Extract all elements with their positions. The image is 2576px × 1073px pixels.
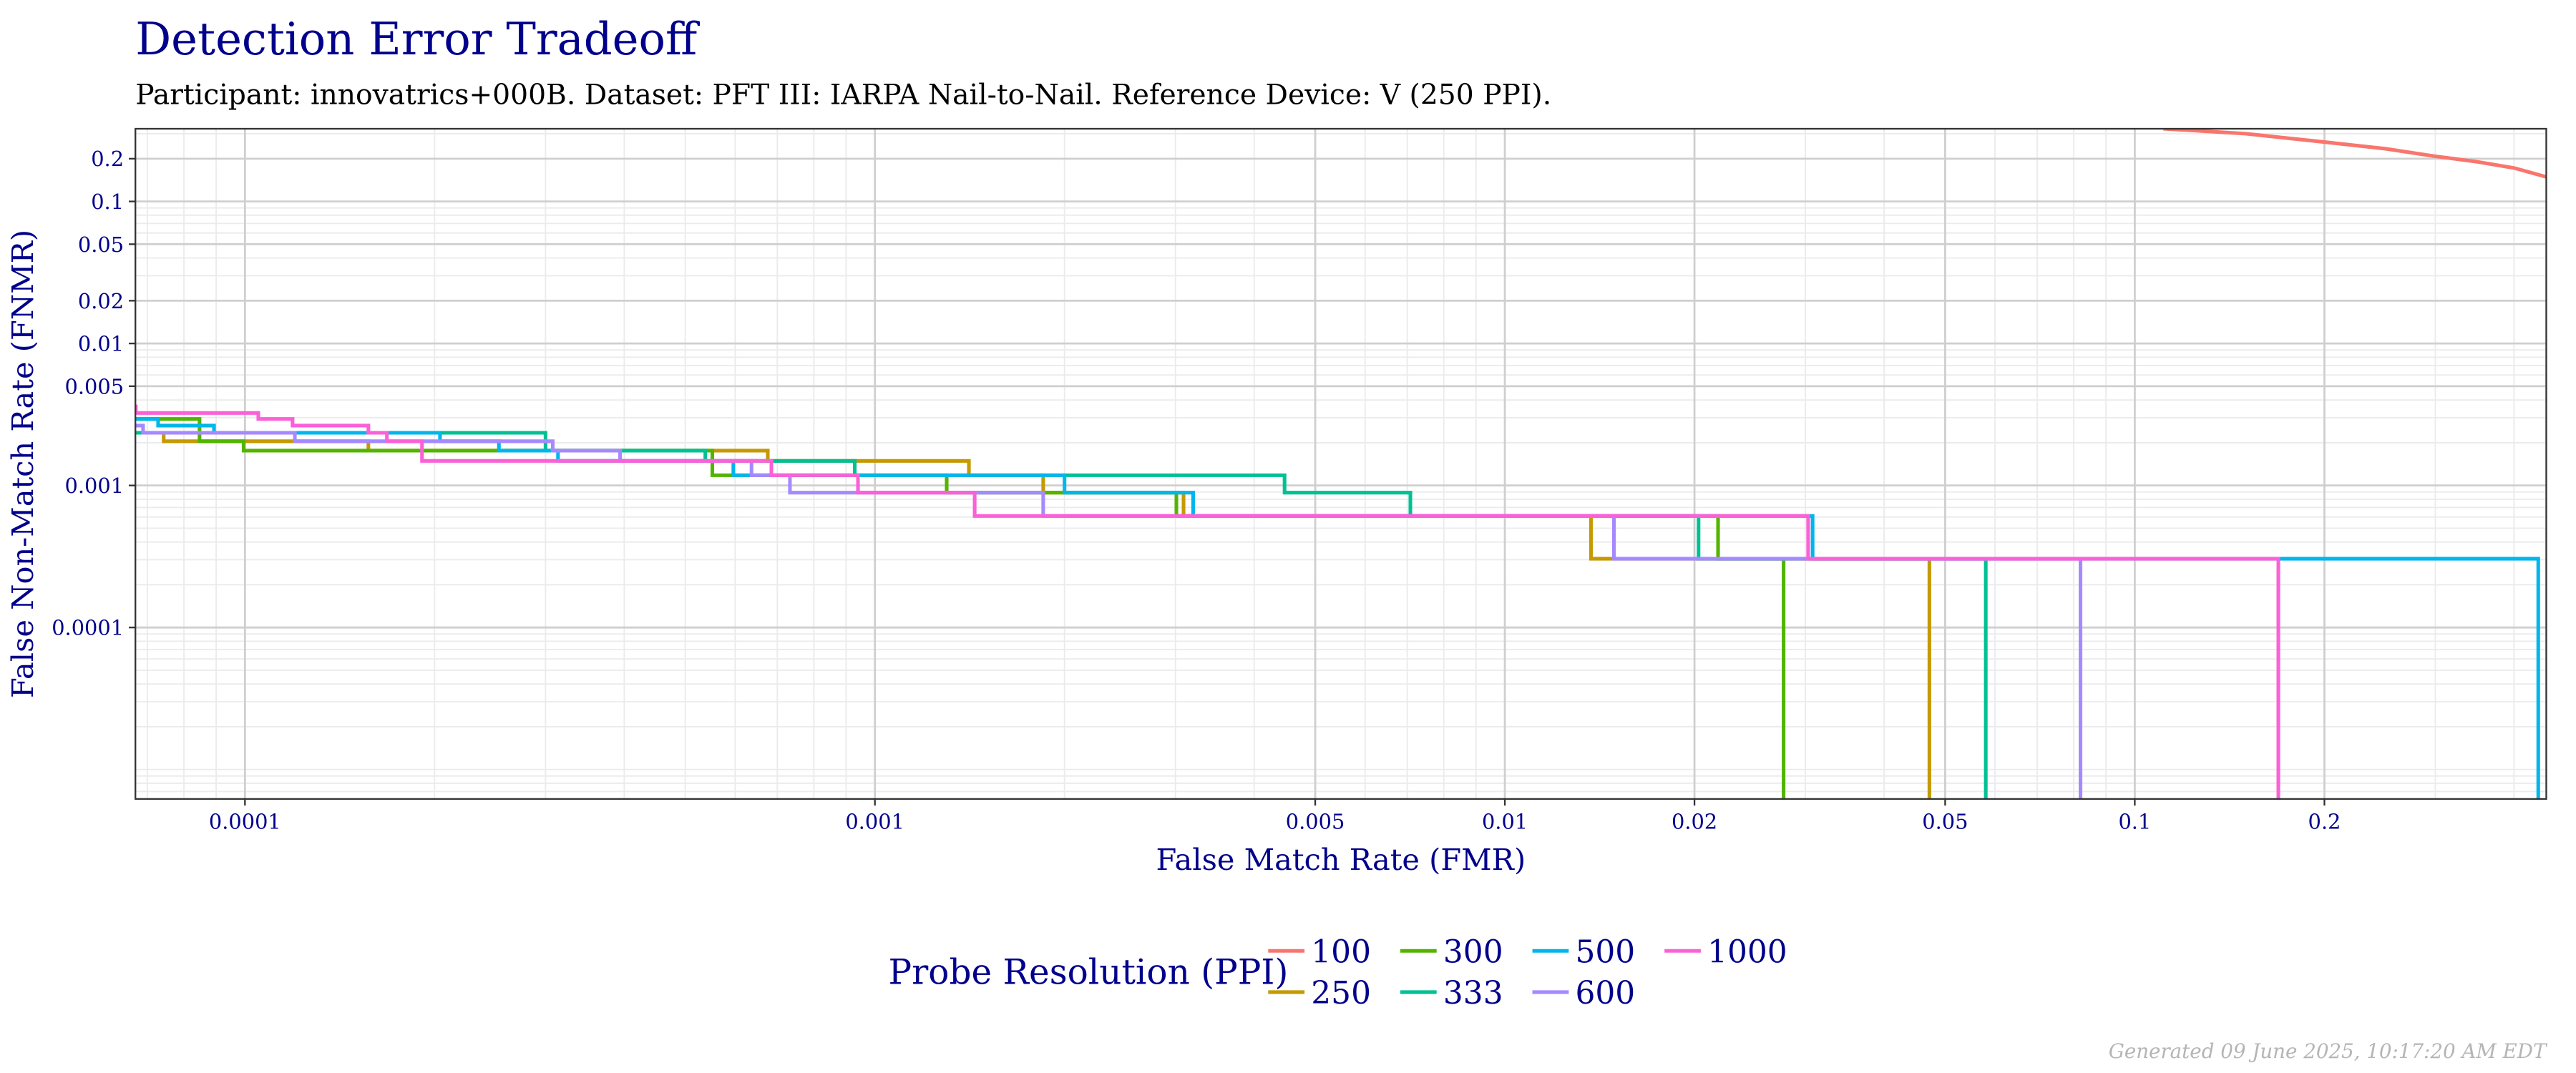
x-axis-ticks: 0.0001 0.001 0.005 0.01 0.02 0.05 0.1 0.2 — [209, 798, 2341, 833]
x-tick-label: 0.005 — [1286, 809, 1345, 833]
legend-label-300: 300 — [1443, 934, 1503, 970]
y-axis-ticks: 0.2 0.1 0.05 0.02 0.01 0.005 0.001 0.0001 — [52, 147, 136, 640]
series-line-333 — [135, 431, 1988, 799]
y-tick-label: 0.0001 — [52, 616, 124, 640]
legend-label-600: 600 — [1576, 975, 1636, 1011]
y-tick-label: 0.02 — [78, 289, 124, 313]
x-tick-label: 0.001 — [845, 809, 904, 833]
series-lines — [135, 128, 2547, 799]
x-tick-label: 0.1 — [2118, 809, 2151, 833]
series-line-1000 — [135, 404, 2280, 799]
legend-label-100: 100 — [1311, 934, 1371, 970]
y-tick-label: 0.01 — [78, 332, 124, 356]
y-tick-label: 0.2 — [91, 147, 124, 171]
legend-label-1000: 1000 — [1707, 934, 1787, 970]
x-axis-title: False Match Rate (FMR) — [1156, 842, 1526, 877]
chart-title: Detection Error Tradeoff — [135, 13, 700, 65]
series-line-600 — [135, 423, 2083, 799]
y-tick-label: 0.005 — [65, 374, 125, 398]
y-tick-label: 0.1 — [91, 190, 124, 214]
series-line-250 — [135, 431, 1931, 799]
y-tick-label: 0.001 — [65, 474, 125, 498]
chart-subtitle: Participant: innovatrics+000B. Dataset: … — [135, 79, 1551, 111]
x-tick-label: 0.01 — [1482, 809, 1528, 833]
generated-footer: Generated 09 June 2025, 10:17:20 AM EDT — [2109, 1039, 2548, 1063]
legend-label-250: 250 — [1311, 975, 1371, 1011]
legend-label-333: 333 — [1443, 975, 1503, 1011]
series-line-100 — [2163, 128, 2547, 179]
legend-label-500: 500 — [1576, 934, 1636, 970]
x-tick-label: 0.02 — [1672, 809, 1717, 833]
legend-title: Probe Resolution (PPI) — [889, 952, 1289, 992]
grid — [135, 128, 2547, 799]
y-axis-title: False Non-Match Rate (FNMR) — [5, 230, 40, 698]
x-tick-label: 0.2 — [2308, 809, 2341, 833]
legend: Probe Resolution (PPI) 100 250 300 333 500 60… — [889, 934, 1787, 1011]
y-tick-label: 0.05 — [78, 232, 124, 257]
x-tick-label: 0.0001 — [209, 809, 281, 833]
plot-panel-border — [135, 127, 2547, 800]
x-tick-label: 0.05 — [1922, 809, 1968, 833]
series-line-500 — [135, 417, 2540, 799]
